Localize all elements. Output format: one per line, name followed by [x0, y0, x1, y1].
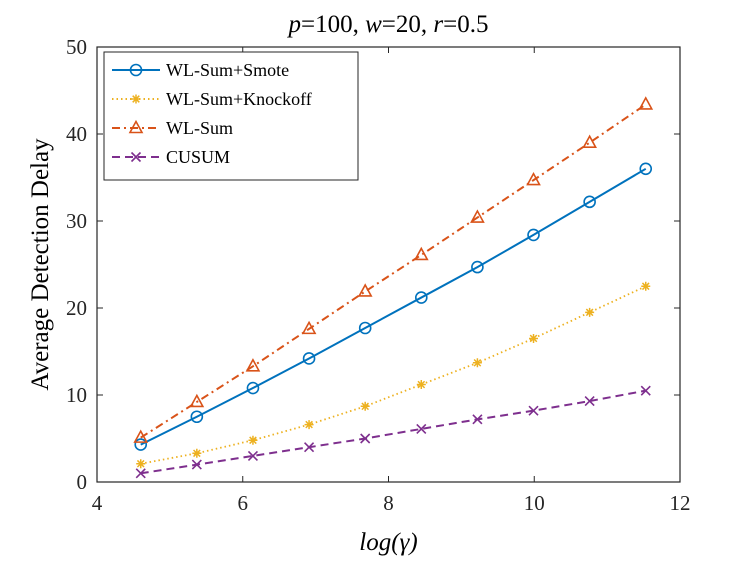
y-tick-label: 10	[66, 383, 87, 407]
series-layer	[133, 96, 654, 479]
x-tick-label: 10	[524, 491, 545, 515]
data-point-wl-sum-smote	[358, 321, 372, 335]
data-point-wl-sum-knockoff	[360, 401, 370, 411]
data-point-wl-sum	[357, 283, 373, 297]
y-axis: 0 10 20 30 40 50	[66, 35, 680, 494]
data-point-wl-sum	[133, 429, 149, 443]
data-point-cusum	[304, 442, 315, 453]
y-axis-label: Average Detection Delay	[27, 138, 54, 391]
title-part: =100,	[301, 11, 365, 38]
x-tick-label: 6	[238, 491, 249, 515]
data-point-cusum	[135, 468, 146, 479]
title-part: p	[287, 11, 302, 38]
legend-marker	[131, 94, 141, 104]
x-tick-label: 4	[92, 491, 103, 515]
data-point-wl-sum-smote	[583, 195, 596, 209]
data-point-cusum	[416, 423, 427, 434]
data-point-wl-sum-knockoff	[304, 420, 314, 430]
data-point-wl-sum	[189, 393, 205, 408]
x-tick-label: 8	[383, 491, 394, 515]
data-point-wl-sum	[526, 171, 541, 186]
data-point-wl-sum-smote	[471, 260, 484, 274]
data-point-wl-sum-knockoff	[585, 307, 595, 317]
data-point-wl-sum-smote	[639, 162, 653, 176]
title-part: w	[365, 11, 382, 38]
series-line-cusum	[140, 389, 646, 475]
y-tick-label: 40	[66, 122, 87, 146]
legend-label: WL-Sum+Smote	[166, 60, 289, 80]
data-point-cusum	[584, 396, 595, 407]
data-point-wl-sum-smote	[246, 381, 260, 395]
series-line-wl-sum-smote	[140, 167, 647, 446]
legend-item-cusum: CUSUM	[112, 147, 230, 167]
x-tick-label: 12	[670, 491, 691, 515]
data-point-wl-sum	[582, 134, 597, 148]
data-point-wl-sum-knockoff	[529, 333, 539, 343]
legend-item-wl-sum-smote: WL-Sum+Smote	[112, 60, 289, 80]
legend-label: WL-Sum	[166, 118, 233, 138]
data-point-wl-sum	[301, 320, 317, 335]
legend-label: WL-Sum+Knockoff	[166, 89, 312, 109]
title-part: =20,	[382, 11, 434, 38]
data-point-cusum	[191, 459, 202, 470]
data-point-wl-sum-knockoff	[192, 448, 202, 458]
data-point-wl-sum-knockoff	[136, 459, 146, 469]
series-line-wl-sum-knockoff	[140, 285, 647, 465]
legend-item-wl-sum-knockoff: WL-Sum+Knockoff	[112, 89, 312, 109]
data-point-wl-sum	[470, 209, 485, 223]
data-point-wl-sum	[638, 96, 654, 110]
legend-marker	[130, 151, 142, 163]
data-point-cusum	[247, 450, 259, 461]
series-wl-sum	[133, 96, 654, 443]
data-point-wl-sum-knockoff	[416, 380, 426, 390]
data-point-wl-sum	[245, 358, 261, 372]
legend-marker	[128, 119, 144, 134]
series-wl-sum-smote	[134, 162, 653, 451]
y-tick-label: 50	[66, 35, 87, 59]
series-line-wl-sum	[140, 103, 647, 439]
data-point-wl-sum-knockoff	[248, 435, 258, 445]
data-point-cusum	[528, 405, 539, 416]
data-point-cusum	[640, 385, 651, 396]
series-cusum	[135, 385, 651, 479]
data-point-cusum	[360, 433, 371, 444]
legend: WL-Sum+Smote WL-Sum+Knockoff WL-Sum CUSUM	[103, 51, 359, 181]
chart-title: p=100, w=20, r=0.5	[287, 11, 489, 38]
title-part: r	[433, 11, 443, 38]
legend-marker	[129, 63, 143, 77]
data-point-wl-sum-smote	[414, 291, 428, 304]
legend-box	[103, 51, 359, 181]
data-point-wl-sum-knockoff	[641, 281, 651, 291]
data-point-wl-sum-smote	[302, 352, 316, 365]
x-axis: 4 6 8 10 12	[92, 47, 691, 515]
y-tick-label: 20	[66, 296, 87, 320]
data-point-wl-sum-smote	[134, 438, 148, 451]
data-point-wl-sum-smote	[527, 228, 540, 242]
y-tick-label: 30	[66, 209, 87, 233]
data-point-wl-sum-knockoff	[472, 358, 482, 368]
y-tick-label: 0	[77, 470, 88, 494]
series-wl-sum-knockoff	[136, 281, 651, 469]
data-point-wl-sum	[413, 246, 429, 261]
legend-item-wl-sum: WL-Sum	[112, 118, 233, 138]
legend-label: CUSUM	[166, 147, 230, 167]
data-point-wl-sum-smote	[190, 410, 204, 424]
x-axis-label: log(γ)	[359, 529, 417, 556]
data-point-cusum	[472, 414, 483, 425]
title-part: =0.5	[443, 11, 488, 38]
